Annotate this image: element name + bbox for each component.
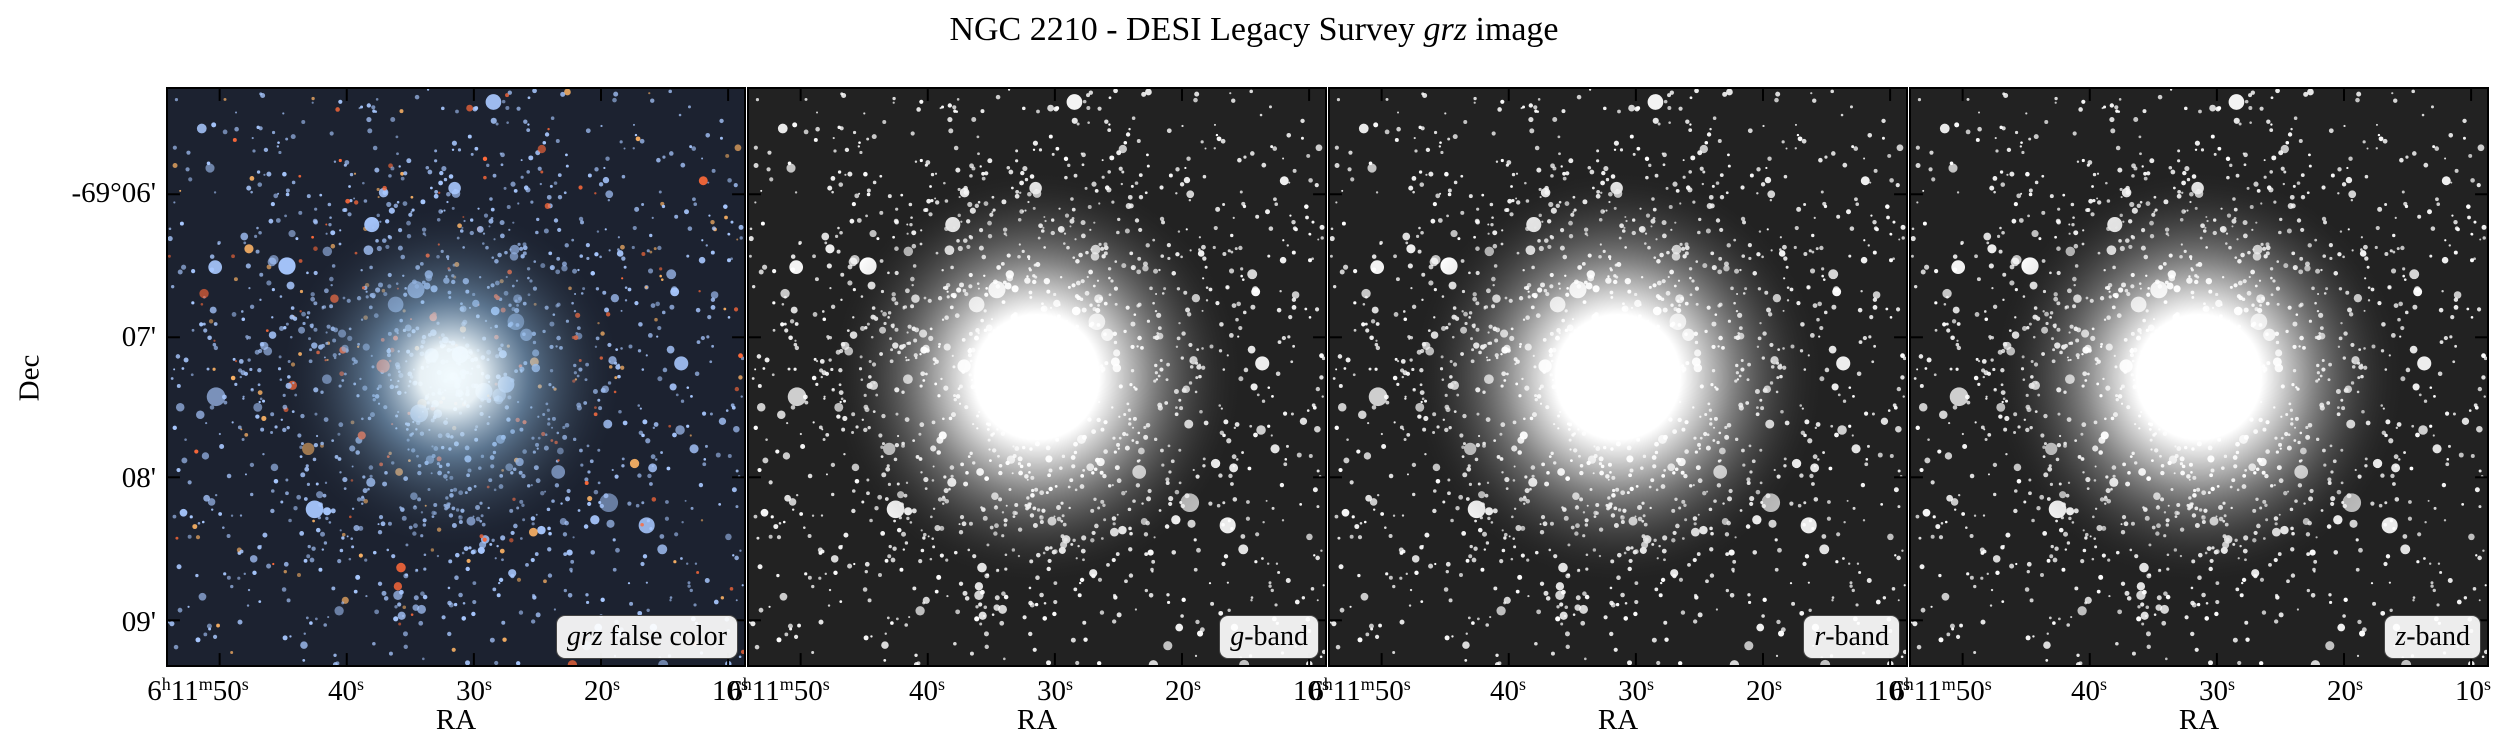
ra-tick-label: 10s — [2454, 674, 2492, 707]
axis-ticks — [1911, 89, 2487, 665]
ra-tick-label: 20s — [583, 674, 621, 707]
ra-tick-label: 30s — [1617, 674, 1655, 707]
ra-tick-label: 6h11m50s — [147, 674, 249, 707]
cluster-core — [1990, 168, 2408, 586]
panel-z: z-band — [1909, 87, 2489, 667]
axis-ticks — [749, 89, 1325, 665]
ra-tick-label: 6h11m50s — [728, 674, 830, 707]
panel-g: g-band — [747, 87, 1327, 667]
ra-tick-label: 10s — [1873, 674, 1911, 707]
sky-image-grz — [168, 89, 744, 665]
ra-tick-label: 30s — [1036, 674, 1074, 707]
cluster-core — [277, 203, 625, 551]
x-axis-label: RA — [2178, 704, 2220, 736]
ra-tick-label: 20s — [1745, 674, 1783, 707]
ra-tick-label: 40s — [2070, 674, 2108, 707]
ra-tick-label: 6h11m50s — [1890, 674, 1992, 707]
x-axis-label: RA — [435, 704, 477, 736]
ra-tick-label: 20s — [1164, 674, 1202, 707]
sky-image-z — [1911, 89, 2487, 665]
panel-grz: grz false color — [166, 87, 746, 667]
axis-ticks — [1330, 89, 1906, 665]
panel-r: r-band — [1328, 87, 1908, 667]
dec-tick-label: 09' — [121, 606, 156, 638]
dec-tick-label: 08' — [121, 462, 156, 494]
ra-tick-label: 30s — [2198, 674, 2236, 707]
cluster-core — [1409, 168, 1827, 586]
ra-tick-label: 40s — [327, 674, 365, 707]
ra-tick-label: 40s — [908, 674, 946, 707]
band-badge-z: z-band — [2384, 615, 2481, 659]
y-axis-label: Dec — [13, 354, 46, 402]
x-axis-label: RA — [1597, 704, 1639, 736]
band-badge-g: g-band — [1219, 615, 1319, 659]
cluster-core — [828, 168, 1246, 586]
band-badge-r: r-band — [1803, 615, 1900, 659]
dec-tick-label: -69°06' — [71, 177, 156, 209]
dec-tick-label: 07' — [121, 321, 156, 353]
ra-tick-label: 6h11m50s — [1309, 674, 1411, 707]
sky-image-r — [1330, 89, 1906, 665]
x-axis-label: RA — [1016, 704, 1058, 736]
band-badge-grz: grz false color — [555, 615, 738, 659]
ra-tick-label: 40s — [1489, 674, 1527, 707]
sky-image-g — [749, 89, 1325, 665]
ra-tick-label: 10s — [711, 674, 749, 707]
ra-tick-label: 10s — [1292, 674, 1330, 707]
ra-tick-label: 20s — [2326, 674, 2364, 707]
ra-tick-label: 30s — [455, 674, 493, 707]
figure-title: NGC 2210 - DESI Legacy Survey grz image — [949, 11, 1559, 48]
